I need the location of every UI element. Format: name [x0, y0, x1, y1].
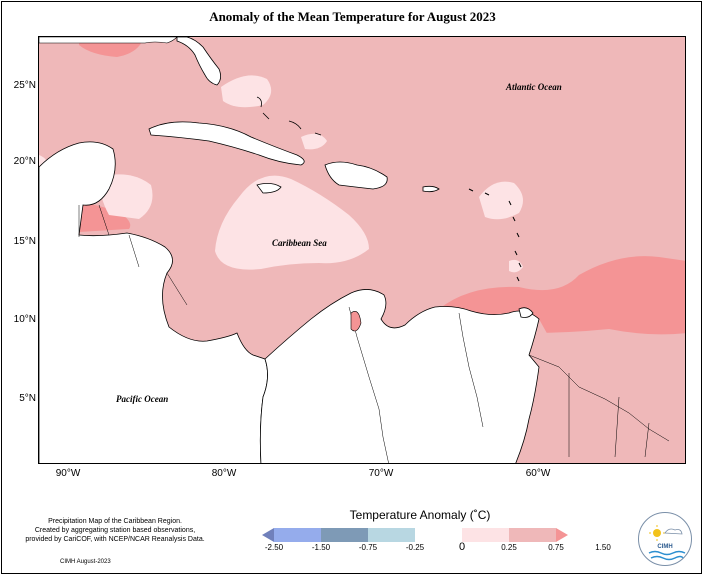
legend-cell	[415, 528, 462, 542]
label-pacific-ocean: Pacific Ocean	[116, 394, 169, 404]
cloud-icon	[664, 528, 683, 535]
anomaly-zone-warm-belize	[79, 202, 131, 232]
label-caribbean-sea: Caribbean Sea	[272, 238, 327, 248]
lon-label-80w: 80°W	[211, 468, 237, 479]
cimh-logo: CIMH	[638, 512, 692, 566]
anomaly-zone-mild-cuba	[301, 133, 327, 150]
anomaly-map	[39, 37, 685, 463]
border-central-america	[78, 204, 188, 306]
border-venezuela-brazil	[458, 312, 484, 428]
wave-icon	[648, 550, 686, 556]
land-jamaica	[256, 183, 282, 194]
map-area	[38, 36, 686, 464]
land-puerto-rico	[422, 185, 440, 193]
lat-label-5n: 5°N	[19, 393, 36, 404]
credits-line-1: Precipitation Map of the Caribbean Regio…	[48, 518, 182, 525]
border-guianas	[528, 354, 670, 442]
legend-tick-label: 0.25	[501, 543, 517, 552]
land-south-america	[259, 289, 540, 463]
lake-maracaibo	[350, 311, 362, 332]
legend-tick-label: -1.50	[311, 543, 331, 552]
land-florida	[176, 37, 221, 86]
map-title: Anomaly of the Mean Temperature for Augu…	[209, 9, 496, 24]
islands-bahamas	[256, 96, 322, 136]
land-trinidad	[518, 307, 534, 318]
anomaly-zone-mild-caribbean	[215, 175, 369, 270]
legend-tick-label: 1.50	[595, 543, 611, 552]
lon-label-60w: 60°W	[525, 468, 551, 479]
lat-label-15n: 15°N	[13, 236, 36, 247]
legend-cell	[556, 528, 568, 542]
credits-line-2: Created by aggregating station based obs…	[34, 527, 196, 534]
lat-label-10n: 10°N	[13, 314, 36, 325]
credits-date: CIMH August-2023	[60, 559, 111, 565]
legend-tick-label: -0.25	[405, 543, 425, 552]
cimh-logo-text: CIMH	[657, 544, 673, 550]
cimh-logo-graphic	[648, 525, 686, 561]
legend-cell	[368, 528, 415, 542]
legend-tick-label: 0	[458, 541, 466, 553]
label-atlantic-ocean: Atlantic Ocean	[506, 82, 562, 92]
land-hispaniola	[324, 161, 388, 190]
legend-cell	[321, 528, 368, 542]
anomaly-zone-mild-antilles	[479, 181, 523, 220]
credits-line-3: provided by CariCOF, with NCEP/NCAR Rean…	[25, 536, 205, 543]
anomaly-zone-mild-yucatan	[99, 174, 153, 219]
legend-cell	[262, 528, 274, 542]
islands-lesser-antilles	[468, 188, 522, 282]
credits-text: Precipitation Map of the Caribbean Regio…	[4, 517, 226, 544]
lon-label-70w: 70°W	[368, 468, 394, 479]
anomaly-zone-mild-bahamas	[221, 75, 272, 108]
sun-icon	[653, 529, 661, 537]
legend-cell	[274, 528, 321, 542]
border-colombia-venezuela	[348, 306, 389, 463]
legend-colorbar	[262, 528, 568, 542]
land-gulf-coast	[39, 37, 178, 44]
legend-title: Temperature Anomaly (˚C)	[349, 508, 491, 522]
lat-label-25n: 25°N	[13, 80, 36, 91]
legend-tick-label: 0.75	[548, 543, 564, 552]
lat-label-20n: 20°N	[13, 156, 36, 167]
legend-cell	[462, 528, 509, 542]
legend-tick-label: -2.50	[264, 543, 284, 552]
legend-tick-label: -0.75	[358, 543, 378, 552]
border-guiana-internal	[568, 373, 650, 458]
legend-cell	[509, 528, 556, 542]
lon-label-90w: 90°W	[55, 468, 81, 479]
land-cuba	[148, 121, 305, 166]
